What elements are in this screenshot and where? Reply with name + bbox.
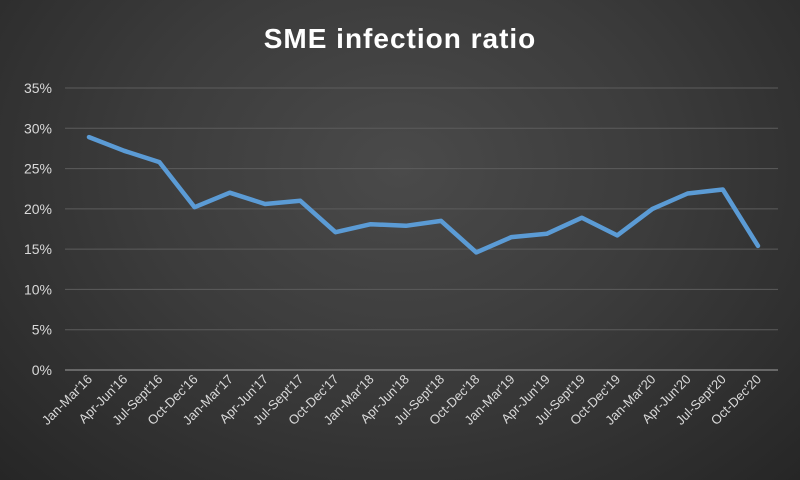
chart-title: SME infection ratio <box>264 23 537 54</box>
y-tick-label: 0% <box>32 362 52 378</box>
gridlines <box>65 87 778 371</box>
x-axis-ticks: Jan-Mar'16Apr-Jun'16Jul-Sept'16Oct-Dec'1… <box>39 372 764 428</box>
y-tick-label: 30% <box>24 120 52 136</box>
y-tick-label: 20% <box>24 201 52 217</box>
y-tick-label: 5% <box>32 322 52 338</box>
y-axis-ticks: 0% 5% 10% 15% 20% 25% 30% 35% <box>24 80 52 378</box>
y-tick-label: 10% <box>24 281 52 297</box>
y-tick-label: 15% <box>24 241 52 257</box>
y-tick-label: 25% <box>24 161 52 177</box>
y-tick-label: 35% <box>24 80 52 96</box>
series-layer <box>86 134 761 255</box>
series-line <box>86 134 761 255</box>
